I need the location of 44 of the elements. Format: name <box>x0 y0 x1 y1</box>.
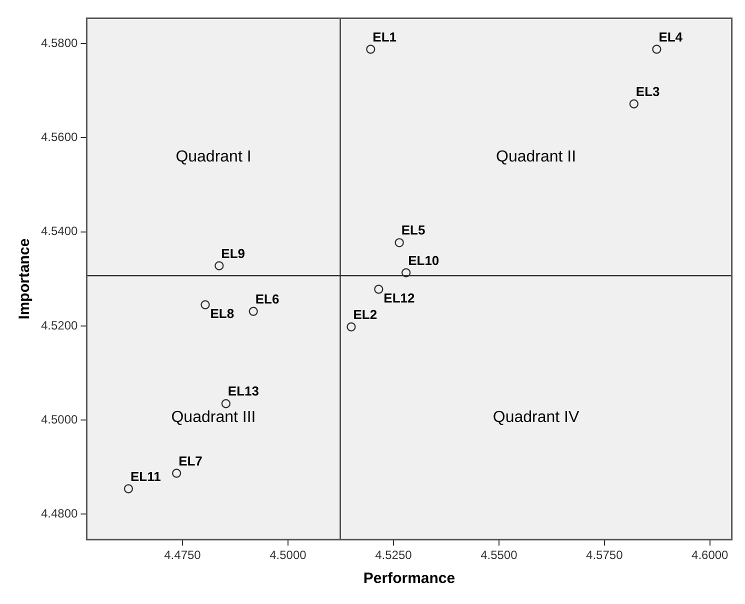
x-tick-label: 4.5500 <box>480 548 518 562</box>
annotation: EL11 <box>130 468 161 484</box>
point <box>652 44 662 54</box>
point <box>346 322 356 332</box>
y-tick-label: 4.5000 <box>41 412 78 426</box>
x-axis-title: Performance <box>363 570 456 588</box>
point <box>366 44 376 54</box>
x-tick-label: 4.5750 <box>586 548 624 562</box>
point <box>214 261 224 270</box>
y-tick-label: 4.5400 <box>41 224 78 238</box>
point <box>172 468 182 478</box>
annotation: EL4 <box>658 29 684 44</box>
annotation: EL5 <box>401 222 426 238</box>
x-tick-label: 4.5000 <box>270 548 307 562</box>
y-tick-label: 4.4800 <box>41 506 78 520</box>
point <box>124 484 134 494</box>
y-tick-label: 4.5800 <box>41 36 78 50</box>
point <box>401 268 411 278</box>
annotation: Quadrant III <box>171 409 256 426</box>
x-tick-label: 4.5250 <box>375 548 412 562</box>
x-tick-label: 4.4750 <box>164 548 202 562</box>
annotation: EL12 <box>384 290 415 306</box>
annotation: EL8 <box>210 306 234 321</box>
annotation: Quadrant II <box>496 148 576 166</box>
point <box>394 238 404 248</box>
point <box>374 284 384 294</box>
annotation: EL9 <box>221 246 246 261</box>
annotation: EL3 <box>636 84 660 99</box>
y-tick-label: 4.5200 <box>41 318 78 332</box>
y-tick-label: 4.5600 <box>41 130 78 144</box>
annotation: Quadrant I <box>176 148 252 166</box>
annotation: EL6 <box>255 291 280 306</box>
annotation: Quadrant IV <box>492 409 580 426</box>
point <box>629 99 639 108</box>
point <box>200 300 210 310</box>
annotation: EL13 <box>228 384 260 399</box>
annotation: EL10 <box>408 252 440 268</box>
annotation: EL2 <box>353 306 378 322</box>
y-axis-title: Importance <box>16 238 34 320</box>
point <box>248 306 258 316</box>
annotation: EL1 <box>372 29 396 44</box>
annotation: EL7 <box>178 453 202 468</box>
x-tick-label: 4.6000 <box>692 548 729 562</box>
point <box>221 399 231 408</box>
